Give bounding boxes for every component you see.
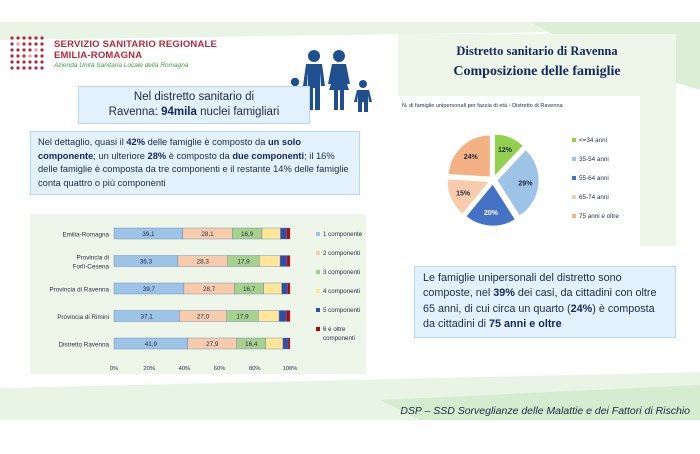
pie-slice-label: 29% [518,181,533,188]
pie-slice [465,183,516,227]
pie-legend-label: 55-64 anni [579,175,609,182]
pie-legend-swatch [572,138,576,142]
pie-legend-swatch [572,176,576,180]
bar-data-label: 36,3 [140,258,153,265]
bar-data-label: 39,7 [143,286,156,293]
pie-slice-label: 15% [456,190,471,197]
legend-label: 2 componenti [323,250,360,257]
bar-category-label: Distretto Ravenna [59,342,110,349]
pie-slice [496,149,540,217]
bar-data-label: 39,1 [142,231,155,238]
pie-slice-label: 12% [498,147,513,154]
logo-line2: EMILIA-ROMAGNA [54,50,143,61]
pie-legend-label: 65-74 anni [579,194,609,201]
pie-panel: N. di famiglie unipersonali per fascia d… [398,96,640,246]
legend-label: 5 componenti [323,307,360,314]
bar-segment [258,310,280,322]
pie-legend-label: <=34 anni [579,137,607,144]
bar-segment [287,337,291,350]
legend-swatch [316,289,320,293]
bar-segment [282,337,289,350]
legend-label: 1 componente [323,231,363,238]
bar-data-label: 17,9 [237,258,250,265]
logo-line3: Azienda Unità Sanitaria Locale della Rom… [54,62,189,69]
legend-swatch [316,251,320,255]
footer: DSP – SSD Sorveglianze delle Malattie e … [400,405,690,417]
intro-line2: Ravenna: 94mila nuclei famigliari [108,106,280,118]
pie-chart: N. di famiglie unipersonali per fascia d… [402,103,619,227]
x-tick-label: 20% [143,366,155,372]
x-tick-label: 60% [214,366,226,372]
legend-label: componenti [323,335,355,342]
legend-swatch [316,308,320,312]
logo-grid-icon [10,36,44,70]
x-tick-label: 40% [179,366,191,372]
bar-segment [258,255,281,267]
bar-segment [278,310,287,322]
intro-line1: Nel distretto sanitario di [133,91,255,103]
bar-data-label: 27,9 [206,341,219,348]
x-tick-label: 0% [110,366,118,372]
x-tick-label: 80% [249,366,261,372]
bar-segment [287,282,291,295]
pie-legend-swatch [572,195,576,199]
pie-legend-label: 35-54 anni [579,156,609,163]
bar-data-label: 41,9 [145,341,158,348]
bar-data-label: 16,4 [245,341,258,348]
bar-data-label: 27,0 [197,313,210,320]
stacked-bar-panel: Emilia-Romagna 39,1 28,1 16,9 Provincia di Fo… [30,214,366,374]
pie-slice [446,178,491,215]
bar-data-label: 28,3 [197,258,210,265]
bar-segment [286,310,291,322]
bar-category-label: Provincia di Rimini [57,314,109,321]
pie-legend-swatch [572,157,576,161]
intro-box: Nel distretto sanitario di Ravenna: 94mi… [78,86,310,124]
pie-slice [447,134,491,178]
pie-slice [494,133,524,178]
bar-segment [280,227,287,240]
bar-data-label: 28,7 [203,286,216,293]
bar-segment [281,282,288,295]
bar-segment [279,255,288,267]
stacked-bar-chart: Emilia-Romagna 39,1 28,1 16,9 Provincia di Fo… [49,227,363,372]
pie-legend-label: 75 anni e oltre [579,213,619,220]
pie-title: N. di famiglie unipersonali per fascia d… [402,103,564,109]
bar-segment [263,282,282,295]
pie-slice-label: 20% [484,210,499,217]
bar-segment [265,337,284,350]
intro-bold-value: 94mila [161,106,197,118]
bar-data-label: 16,9 [241,231,254,238]
bar-data-label: 28,1 [201,231,214,238]
bar-segment [286,255,291,267]
bar-data-label: 17,9 [236,313,249,320]
x-tick-label: 100% [283,366,298,372]
bar-data-label: 16,7 [243,286,256,293]
district-title: Distretto sanitario di Ravenna [456,44,618,58]
bar-data-label: 37,1 [141,313,154,320]
legend-label: 3 componenti [323,269,360,276]
legend-swatch [316,232,320,236]
legend-label: 4 componenti [323,288,360,295]
bar-category-label: Provincia di [76,255,109,262]
legend-swatch [316,270,320,274]
legend-swatch [316,327,320,331]
pie-legend-swatch [572,214,576,218]
bar-segment [261,227,281,240]
logo-line1: SERVIZIO SANITARIO REGIONALE [54,39,218,50]
bar-segment [286,227,291,240]
detail-box: Nel dettaglio, quasi il 42% delle famigl… [30,131,360,195]
bar-category-label: Provincia di Ravenna [49,287,109,294]
legend-label: 6 e oltre [323,326,346,333]
logo: SERVIZIO SANITARIO REGIONALE EMILIA-ROMA… [8,34,228,74]
district-subtitle: Composizione delle famiglie [453,64,621,79]
bar-category-label: Emilia-Romagna [62,232,109,239]
pie-slice-label: 24% [464,154,479,161]
unipersonali-box: Le famiglie unipersonali del distretto s… [414,266,676,338]
bar-category-label: Forlì-Cesena [73,264,110,271]
